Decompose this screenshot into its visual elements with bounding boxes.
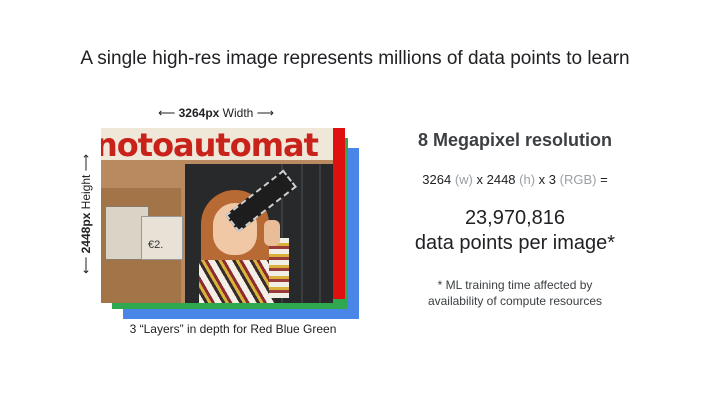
slide-title: A single high-res image represents milli… — [80, 48, 630, 69]
photo-person-hand — [264, 220, 280, 246]
formula-times-2: x — [538, 172, 546, 187]
formula-equals: = — [600, 172, 608, 187]
footnote: * ML training time affected by availabil… — [380, 277, 650, 309]
width-value: 3264px — [178, 106, 220, 120]
width-arrow-right: ⟶ — [256, 106, 274, 120]
formula-width-unit: (w) — [454, 172, 473, 187]
height-dimension-label: ⟵ 2448px Height ⟶ — [79, 154, 93, 274]
photo-booth-curtain — [281, 164, 283, 303]
formula-height-unit: (h) — [519, 172, 536, 187]
width-word: Width — [222, 106, 254, 120]
photo-banner-text: notoautomat — [101, 128, 319, 164]
formula-height-value: 2448 — [486, 172, 516, 187]
formula-times-1: x — [476, 172, 483, 187]
width-arrow-left: ⟵ — [158, 106, 176, 120]
footnote-line-1: * ML training time affected by — [437, 278, 593, 292]
height-arrow-left: ⟵ — [79, 256, 93, 274]
resolution-formula: 3264 (w) x 2448 (h) x 3 (RGB) = — [380, 172, 650, 187]
result-number: 23,970,816 — [464, 207, 566, 229]
footnote-line-2: availability of compute resources — [427, 294, 603, 308]
photo-person-shirt — [199, 260, 275, 303]
result-block: 23,970,816 data points per image* — [380, 206, 650, 256]
formula-channel-value: 3 — [548, 172, 557, 187]
photo-price-sign: €2. — [141, 216, 183, 260]
photo-banner: notoautomat — [101, 128, 333, 164]
height-arrow-right: ⟶ — [79, 154, 93, 172]
photo-person-arm — [269, 238, 289, 298]
formula-channel-unit: (RGB) — [559, 172, 597, 187]
resolution-heading: 8 Megapixel resolution — [417, 130, 613, 150]
height-word: Height — [79, 174, 93, 210]
formula-width-value: 3264 — [422, 172, 452, 187]
photo-booth-curtain — [301, 164, 303, 303]
layers-caption: 3 “Layers” in depth for Red Blue Green — [129, 322, 337, 336]
width-dimension-label: ⟵ 3264px Width ⟶ — [100, 106, 332, 120]
sample-photo: notoautomat €2. — [101, 128, 333, 303]
height-value: 2448px — [79, 212, 93, 254]
result-text: data points per image* — [414, 232, 616, 254]
photo-sign-text: €2. — [148, 239, 164, 251]
photo-booth-curtain — [319, 164, 321, 303]
